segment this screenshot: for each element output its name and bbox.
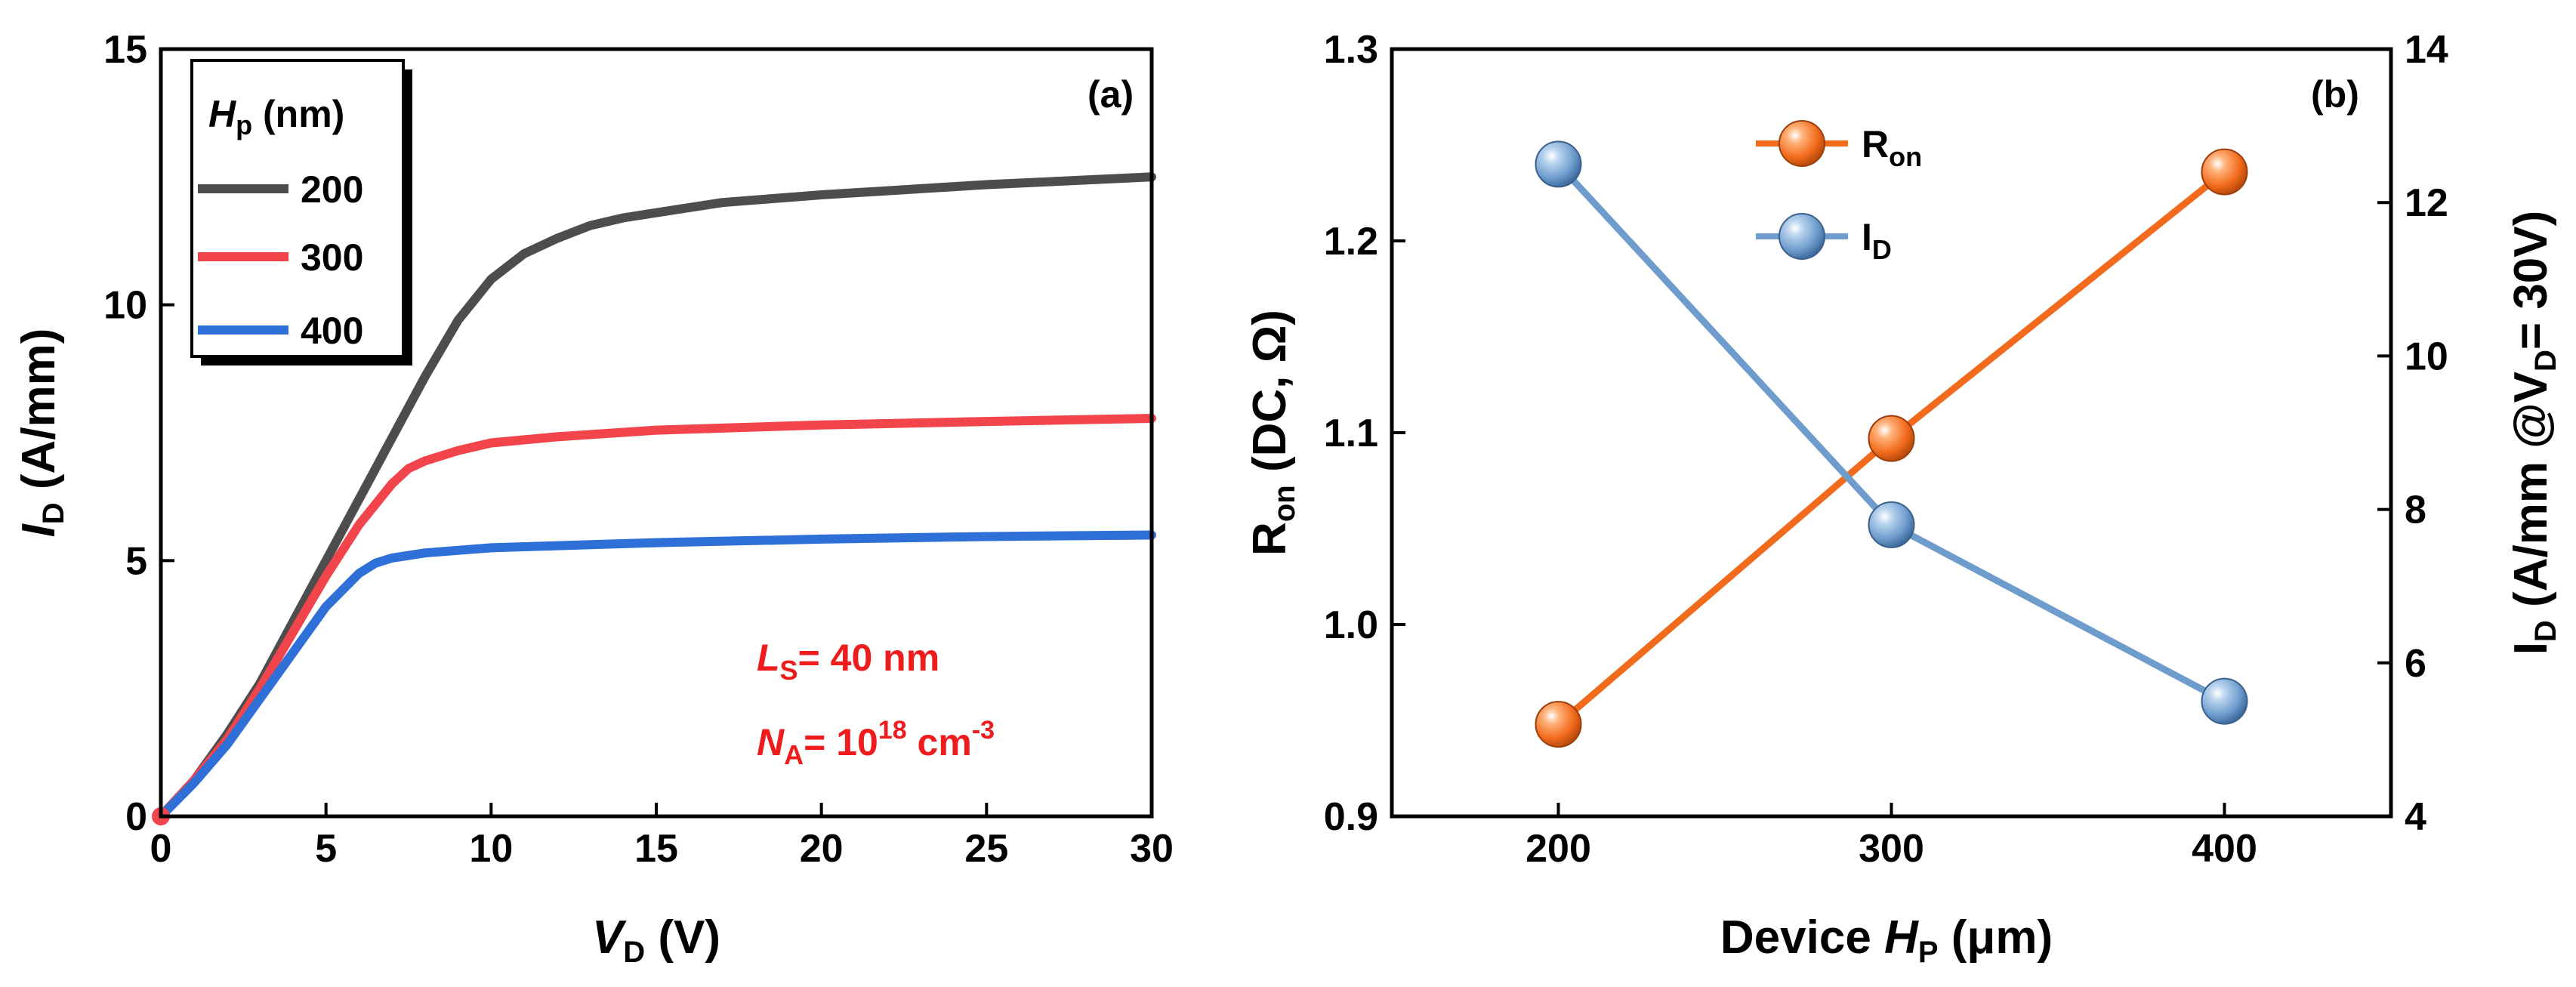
panel-b-x-tick-label: 300 (1859, 827, 1924, 871)
panel-a-legend-title: Hp (nm) (208, 93, 344, 140)
panel-a-y-tick-label: 5 (125, 539, 147, 583)
legend-label-300: 300 (301, 236, 363, 279)
panel-b-left-tick-label: 1.1 (1324, 412, 1378, 455)
panel-a-legend: Hp (nm) 200 300 400 (190, 59, 412, 365)
marker-ron-400 (2201, 148, 2248, 196)
panel-a-x-tick-label: 25 (964, 827, 1008, 871)
panel-a-x-axis-title: VD (V) (592, 911, 720, 969)
panel-a-y-tick-label: 0 (125, 795, 147, 839)
panel-b-right-tick-label: 8 (2405, 489, 2426, 532)
legend-label-400: 400 (301, 310, 363, 352)
panel-b-right-tick-label: 6 (2405, 642, 2426, 686)
panel-a-label: (a) (1087, 73, 1134, 116)
legend-label-ron: Ron (1862, 123, 1922, 172)
panel-a-x-tick-label: 10 (469, 827, 513, 871)
marker-ron-200 (1535, 701, 1582, 748)
panel-b-left-tick-label: 1.2 (1324, 220, 1378, 264)
panel-b-left-tick-label: 1.3 (1324, 28, 1378, 72)
panel-a-x-tick-label: 15 (634, 827, 678, 871)
panel-b-x-axis-title: Device HP (μm) (1720, 911, 2053, 969)
panel-a-x-tick-label: 5 (315, 827, 337, 871)
panel-b-right-axis-title: ID (A/mm @VD= 30V) (2505, 211, 2562, 655)
annotation-ls: LS= 40 nm (757, 637, 939, 686)
panel-b-right-tick-label: 12 (2405, 181, 2448, 225)
panel-b-left-tick-label: 0.9 (1324, 795, 1378, 839)
panel-a-series-layer (152, 172, 1156, 825)
marker-id-300 (1868, 501, 1915, 548)
panel-b: 200 300 400 0.9 1.0 1.1 1.2 1.3 4 6 8 10 12 14 Device… (1244, 28, 2562, 969)
series-line-400 (156, 530, 1156, 821)
panel-b-right-tick-label: 4 (2405, 795, 2426, 839)
panel-a-y-tick-label: 15 (103, 28, 147, 72)
panel-a-y-axis-title: ID (A/mm) (13, 328, 70, 538)
marker-id-400 (2201, 677, 2248, 725)
annotation-na: NA= 1018 cm-3 (757, 716, 995, 770)
panel-b-label: (b) (2311, 73, 2359, 116)
panel-a-y-tick-label: 10 (103, 284, 147, 328)
marker-ron-300 (1868, 415, 1915, 462)
legend-marker-ron (1779, 120, 1825, 167)
panel-a-x-tick-label: 0 (150, 827, 172, 871)
series-line-300 (156, 414, 1156, 821)
panel-b-right-tick-label: 14 (2405, 28, 2448, 72)
panel-a-x-tick-label: 20 (800, 827, 844, 871)
marker-id-200 (1535, 140, 1582, 188)
panel-b-series-layer (1535, 140, 2248, 748)
panel-b-left-tick-label: 1.0 (1324, 603, 1378, 647)
legend-marker-id (1779, 213, 1825, 260)
panel-b-left-axis-title: Ron (DC, Ω) (1244, 310, 1301, 556)
panel-a-x-tick-label: 30 (1130, 827, 1174, 871)
panel-b-x-tick-label: 200 (1526, 827, 1591, 871)
panel-a-legend-box (190, 59, 405, 358)
panel-b-legend: Ron ID (1756, 120, 1922, 265)
legend-label-id: ID (1862, 216, 1892, 265)
panel-b-right-tick-label: 10 (2405, 335, 2448, 378)
legend-label-200: 200 (301, 168, 363, 211)
panel-b-x-tick-label: 400 (2192, 827, 2257, 871)
panel-b-ticks: 200 300 400 0.9 1.0 1.1 1.2 1.3 4 6 8 10 12 14 (1324, 28, 2448, 871)
